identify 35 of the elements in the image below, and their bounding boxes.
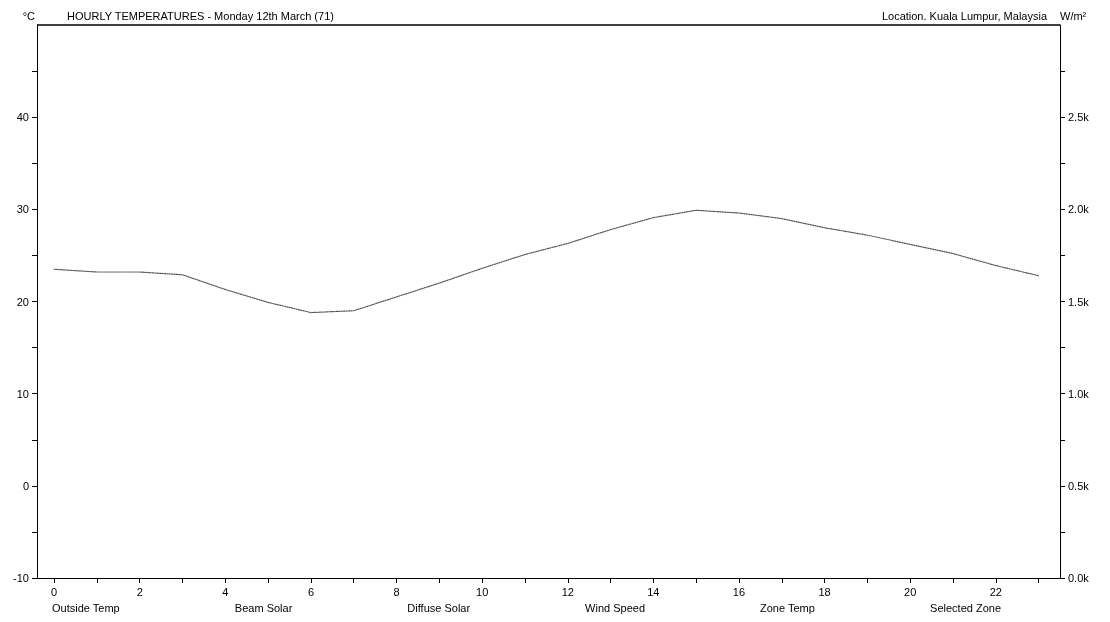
text: Selected Zone bbox=[930, 601, 1001, 614]
x-tick-label: 2 bbox=[136, 585, 143, 598]
x-tick-label: 10 bbox=[476, 585, 489, 598]
y-tick-label: -10 bbox=[13, 572, 29, 584]
x-tick-label: 8 bbox=[393, 585, 400, 598]
line-series bbox=[53, 209, 1040, 314]
y-tick-label: 10 bbox=[16, 387, 29, 400]
x-tick-label: 14 bbox=[647, 585, 660, 598]
text: Diffuse Solar bbox=[407, 601, 471, 614]
y-axis-title: °C bbox=[22, 9, 36, 22]
text: Zone Temp bbox=[760, 601, 815, 614]
x-tick-label: 18 bbox=[818, 585, 831, 598]
x-tick-label: 4 bbox=[222, 585, 229, 598]
y2-tick-label: 1.5k bbox=[1068, 295, 1090, 308]
y2-tick-label: 2.5k bbox=[1068, 111, 1090, 124]
y2-tick-label: 2.0k bbox=[1068, 203, 1090, 216]
y-tick-label: 30 bbox=[16, 203, 29, 216]
x-tick-label: 22 bbox=[989, 585, 1002, 598]
x-tick-label: 0 bbox=[51, 585, 58, 598]
text: Location. Kuala Lumpur, Malaysia bbox=[881, 9, 1048, 22]
text: Outside Temp bbox=[52, 601, 120, 614]
y-tick-label: 20 bbox=[16, 295, 29, 308]
y2-tick-label: 1.0k bbox=[1068, 387, 1090, 400]
y2-tick-label: 0.5k bbox=[1068, 479, 1090, 492]
text: Wind Speed bbox=[585, 601, 646, 614]
chart-title: HOURLY TEMPERATURES - Monday 12th March (71) bbox=[67, 9, 334, 22]
x-tick-label: 16 bbox=[732, 585, 746, 598]
x-tick-label: 12 bbox=[561, 585, 574, 598]
y-tick-label: 40 bbox=[16, 111, 29, 124]
text: Beam Solar bbox=[234, 601, 293, 614]
y-tick-label: 0 bbox=[22, 479, 29, 492]
x-tick-label: 20 bbox=[904, 585, 917, 598]
y2-tick-label: 0.0k bbox=[1068, 572, 1090, 584]
y2-axis-title: W/m² bbox=[1060, 9, 1087, 22]
x-tick-label: 6 bbox=[307, 585, 314, 598]
